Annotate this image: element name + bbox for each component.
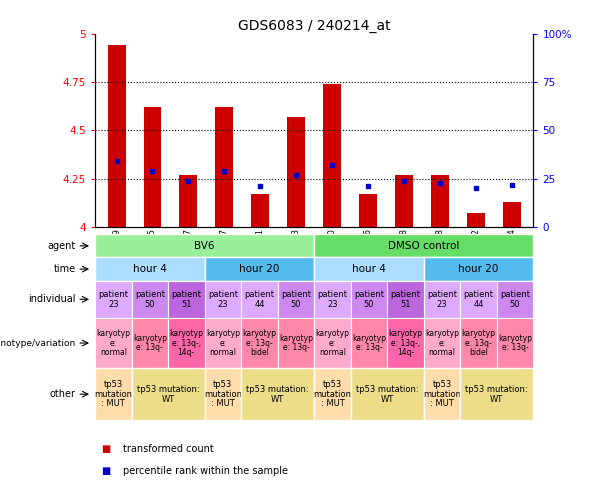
Text: DMSO control: DMSO control xyxy=(388,241,459,251)
Text: hour 20: hour 20 xyxy=(459,264,499,274)
Text: karyotyp
e: 13q-
bidel: karyotyp e: 13q- bidel xyxy=(462,329,495,357)
Text: patient
50: patient 50 xyxy=(354,290,384,309)
Bar xyxy=(180,175,197,227)
Text: tp53
mutation
: MUT: tp53 mutation : MUT xyxy=(313,380,351,408)
Text: patient
23: patient 23 xyxy=(98,290,128,309)
Text: hour 4: hour 4 xyxy=(133,264,167,274)
Text: patient
23: patient 23 xyxy=(427,290,457,309)
Bar xyxy=(287,117,305,227)
Text: karyotyp
e: 13q-: karyotyp e: 13q- xyxy=(133,334,167,353)
Bar xyxy=(359,194,377,227)
Text: transformed count: transformed count xyxy=(123,444,213,454)
Bar xyxy=(323,84,341,227)
Text: karyotyp
e: 13q-: karyotyp e: 13q- xyxy=(279,334,313,353)
Text: tp53 mutation:
WT: tp53 mutation: WT xyxy=(465,385,528,403)
Text: karyotyp
e: 13q-: karyotyp e: 13q- xyxy=(498,334,532,353)
Text: ■: ■ xyxy=(101,444,110,454)
Text: patient
23: patient 23 xyxy=(208,290,238,309)
Text: other: other xyxy=(50,389,75,399)
Title: GDS6083 / 240214_at: GDS6083 / 240214_at xyxy=(238,19,390,33)
Bar xyxy=(503,202,520,227)
Text: percentile rank within the sample: percentile rank within the sample xyxy=(123,466,287,476)
Bar xyxy=(395,175,413,227)
Bar xyxy=(143,107,161,227)
Text: tp53
mutation
: MUT: tp53 mutation : MUT xyxy=(204,380,242,408)
Text: patient
51: patient 51 xyxy=(390,290,421,309)
Text: karyotyp
e:
normal: karyotyp e: normal xyxy=(425,329,459,357)
Text: karyotyp
e: 13q-
bidel: karyotyp e: 13q- bidel xyxy=(242,329,276,357)
Text: karyotyp
e: 13q-,
14q-: karyotyp e: 13q-, 14q- xyxy=(169,329,204,357)
Text: patient
50: patient 50 xyxy=(281,290,311,309)
Text: karyotyp
e: 13q-,
14q-: karyotyp e: 13q-, 14q- xyxy=(389,329,422,357)
Bar xyxy=(431,175,449,227)
Text: karyotyp
e:
normal: karyotyp e: normal xyxy=(206,329,240,357)
Bar xyxy=(215,107,234,227)
Text: patient
50: patient 50 xyxy=(500,290,530,309)
Text: hour 20: hour 20 xyxy=(239,264,280,274)
Text: karyotyp
e: 13q-: karyotyp e: 13q- xyxy=(352,334,386,353)
Text: agent: agent xyxy=(47,241,75,251)
Text: karyotyp
e:
normal: karyotyp e: normal xyxy=(316,329,349,357)
Text: time: time xyxy=(53,264,75,274)
Text: tp53 mutation:
WT: tp53 mutation: WT xyxy=(246,385,309,403)
Text: patient
23: patient 23 xyxy=(318,290,348,309)
Text: tp53
mutation
: MUT: tp53 mutation : MUT xyxy=(423,380,461,408)
Text: tp53 mutation:
WT: tp53 mutation: WT xyxy=(137,385,199,403)
Text: patient
44: patient 44 xyxy=(245,290,275,309)
Bar xyxy=(108,45,126,227)
Text: BV6: BV6 xyxy=(194,241,215,251)
Text: patient
50: patient 50 xyxy=(135,290,165,309)
Text: patient
51: patient 51 xyxy=(171,290,201,309)
Bar xyxy=(251,194,269,227)
Text: hour 4: hour 4 xyxy=(352,264,386,274)
Text: ■: ■ xyxy=(101,466,110,476)
Bar xyxy=(467,213,485,227)
Text: tp53
mutation
: MUT: tp53 mutation : MUT xyxy=(94,380,132,408)
Text: individual: individual xyxy=(28,294,75,304)
Text: karyotyp
e:
normal: karyotyp e: normal xyxy=(96,329,131,357)
Text: patient
44: patient 44 xyxy=(463,290,493,309)
Text: genotype/variation: genotype/variation xyxy=(0,339,75,348)
Text: tp53 mutation:
WT: tp53 mutation: WT xyxy=(356,385,419,403)
